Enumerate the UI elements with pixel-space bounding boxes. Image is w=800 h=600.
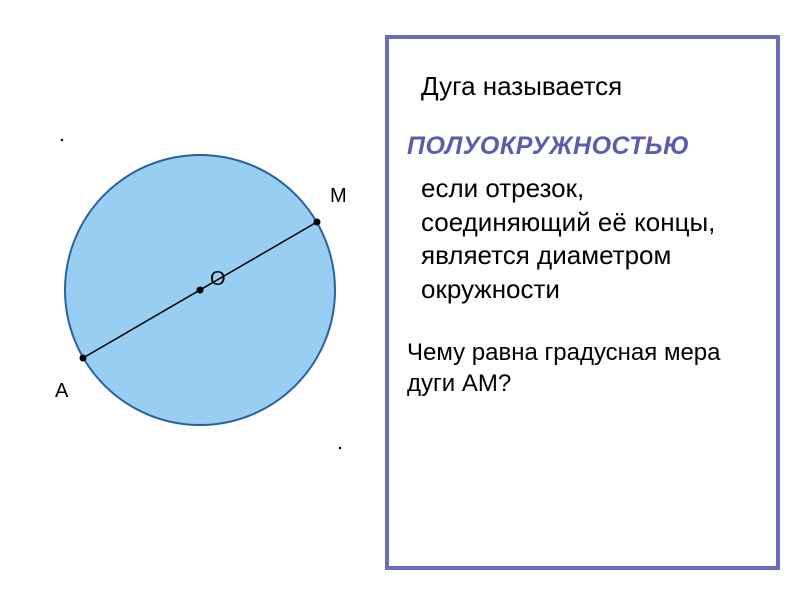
definition-line: если отрезок, соединяющий её концы, явля… — [421, 172, 758, 307]
stray-dot-1 — [61, 139, 63, 141]
circle-diagram-svg — [20, 90, 380, 490]
stray-dot-2 — [339, 447, 341, 449]
geometry-diagram: A M O — [20, 90, 380, 490]
question-line: Чему равна градусная мера дуги АМ? — [407, 337, 758, 399]
intro-line: Дуга называется — [421, 69, 758, 104]
point-o-dot — [197, 287, 204, 294]
label-m: M — [330, 185, 347, 208]
point-a-dot — [80, 355, 87, 362]
definition-panel: Дуга называется ПОЛУОКРУЖНОСТЬЮ если отр… — [385, 35, 780, 570]
point-m-dot — [314, 219, 321, 226]
label-o: O — [210, 268, 226, 291]
term-line: ПОЛУОКРУЖНОСТЬЮ — [407, 130, 758, 164]
label-a: A — [55, 380, 68, 403]
